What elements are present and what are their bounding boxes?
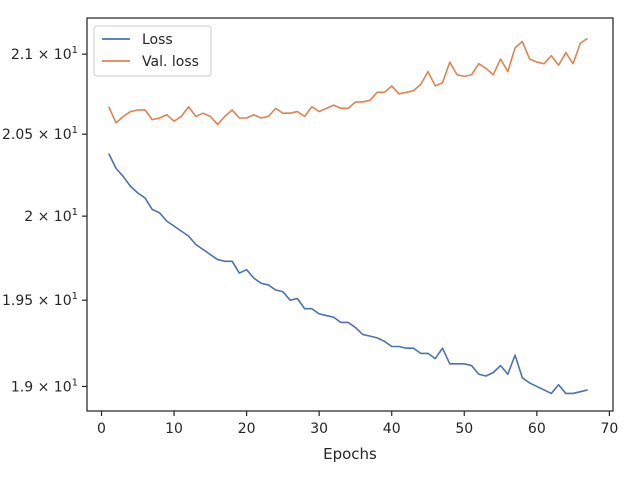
legend-label: Loss: [142, 32, 173, 48]
y-tick-label: 2.1 × 101: [11, 45, 78, 63]
x-tick-label: 70: [600, 421, 618, 437]
y-tick-label: 1.95 × 101: [2, 291, 78, 309]
y-tick-label: 1.9 × 101: [11, 377, 78, 395]
x-tick-label: 50: [455, 421, 473, 437]
y-axis-ticks: 1.9 × 101 1.95 × 101 2 × 101 2.05 × 101 2.1 …: [2, 45, 87, 395]
y-tick-label: 2 × 101: [24, 207, 78, 225]
series-line-0: [108, 153, 588, 395]
x-tick-label: 20: [238, 421, 256, 437]
legend: Loss Val. loss: [93, 25, 212, 77]
x-tick-label: 0: [97, 421, 106, 437]
x-axis-label: Epochs: [323, 445, 377, 463]
x-tick-label: 40: [383, 421, 401, 437]
legend-label: Val. loss: [142, 54, 199, 70]
x-tick-label: 60: [528, 421, 546, 437]
x-axis-ticks: 0 10 20 30 40 50 60 70: [97, 411, 618, 437]
x-tick-label: 30: [310, 421, 328, 437]
y-tick-label: 2.05 × 101: [2, 125, 78, 143]
x-tick-label: 10: [165, 421, 183, 437]
series-lines: [108, 37, 589, 395]
plot-frame: [86, 17, 614, 412]
series-line-1: [108, 37, 589, 126]
